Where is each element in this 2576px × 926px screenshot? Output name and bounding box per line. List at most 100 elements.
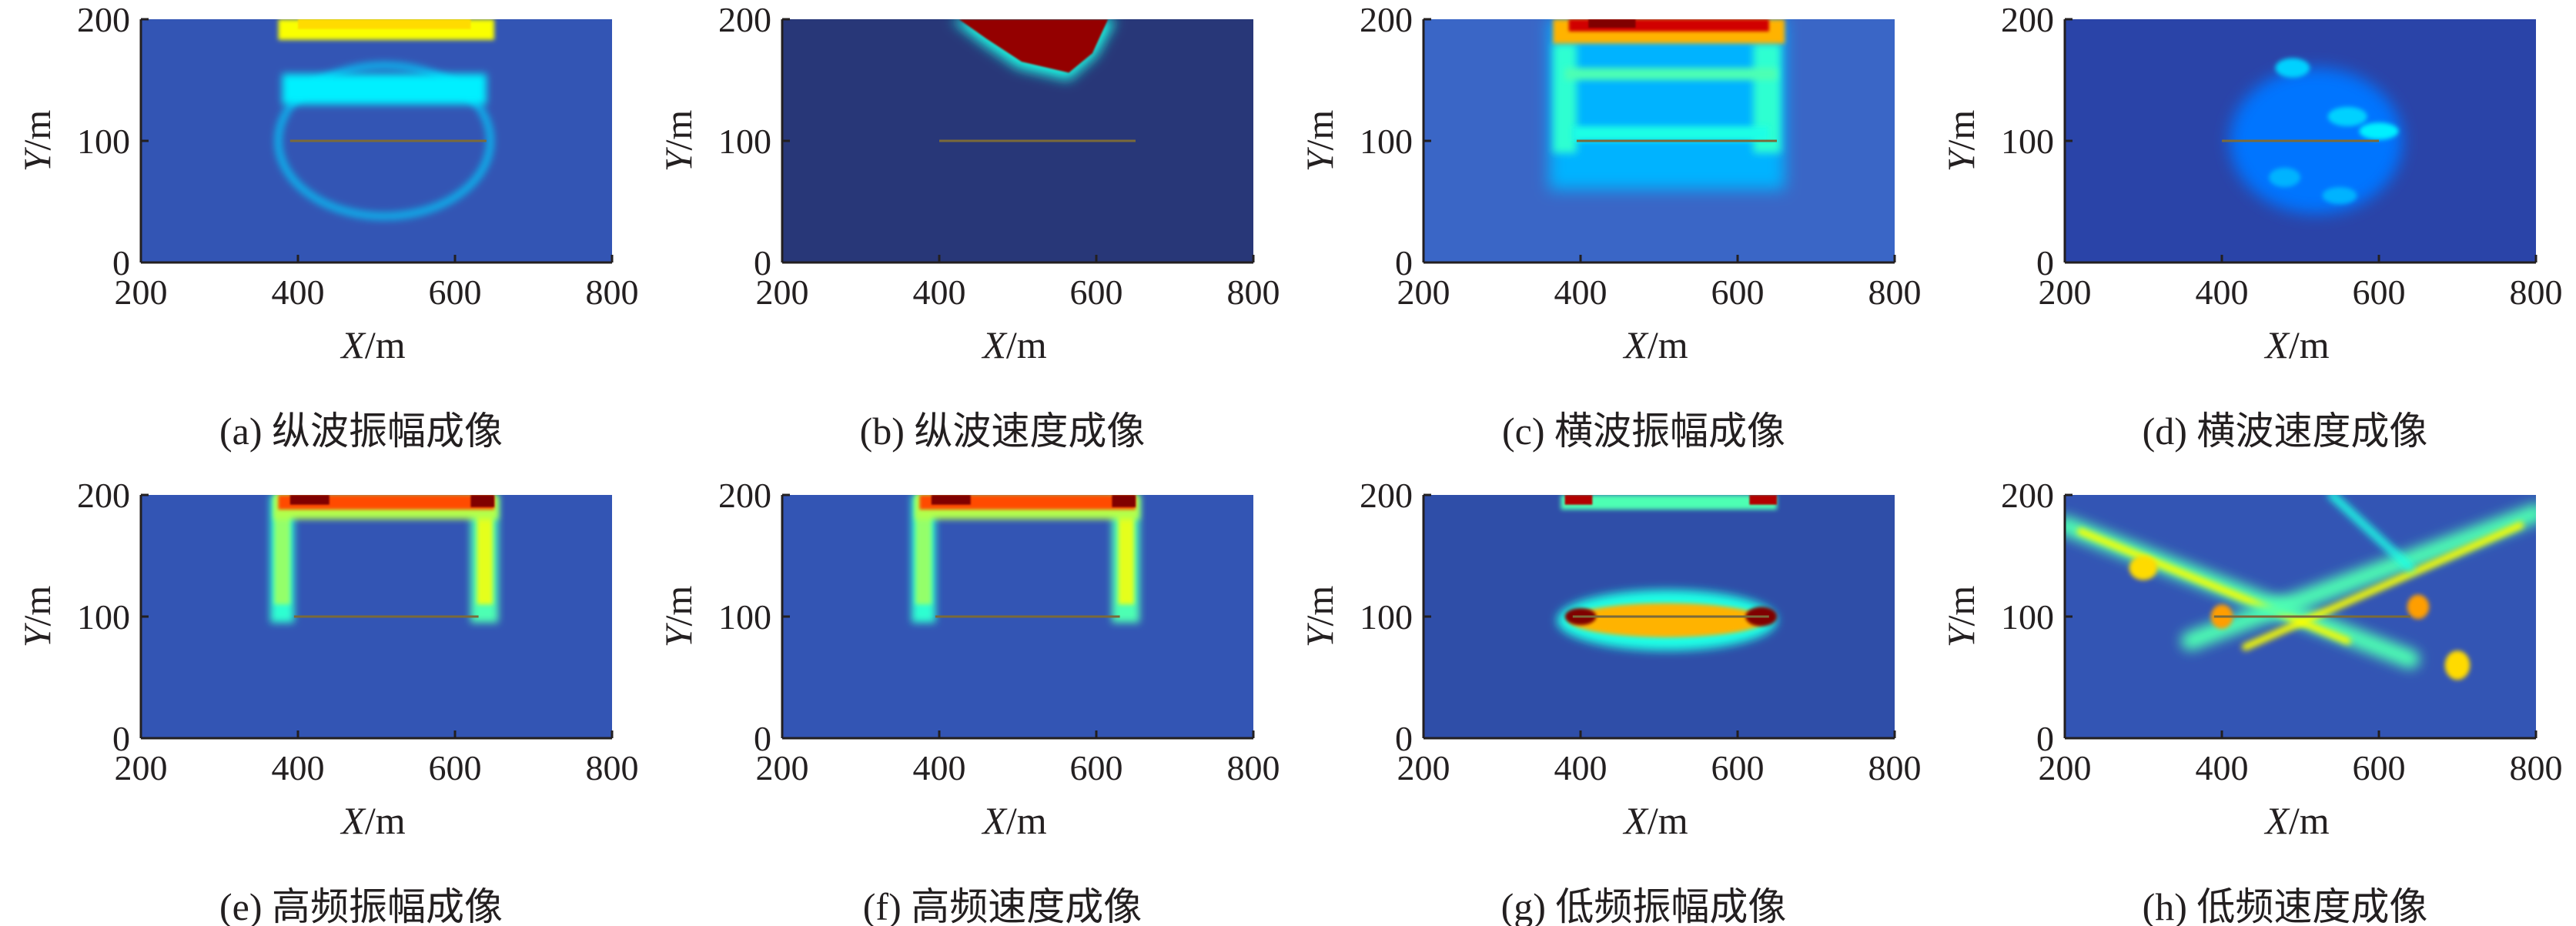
x-tick-label: 400 [1554,748,1607,787]
y-axis-label: Y/m [1939,110,1982,172]
heatmap-feature [1564,68,1777,80]
heatmap-area [1423,495,1895,738]
y-tick-label: 100 [1360,597,1413,637]
heatmap-feature [1549,19,1785,190]
heatmap-feature [2269,167,2301,188]
heatmap-area [782,19,1253,262]
heatmap-feature [298,19,471,29]
panel-c: 200 400 600 800 0 100 200 X/m Y/m (c) 横波振幅成像 [1298,0,1922,453]
panel-caption: (d) 横波速度成像 [2143,410,2428,453]
x-tick-label: 200 [1397,272,1450,312]
x-tick-label: 200 [2039,272,2092,312]
x-tick-label: 400 [272,748,325,787]
y-tick-label: 0 [112,719,130,758]
x-tick-label: 400 [272,272,325,312]
heatmap-feature [919,495,1136,510]
y-tick-label: 100 [2001,597,2054,637]
heatmap-area [782,495,1253,738]
panel-e: 200 400 600 800 0 100 200 X/m Y/m (e) 高频振幅成像 [15,476,639,926]
x-tick-label: 800 [586,748,639,787]
y-tick-label: 100 [77,597,130,637]
heatmap-feature [2129,556,2158,580]
heatmap-feature [2322,187,2357,205]
y-tick-label: 200 [1360,0,1413,39]
x-tick-label: 400 [913,272,966,312]
heatmap-feature [2327,106,2367,127]
panel-caption: (f) 高频速度成像 [863,885,1142,926]
heatmap-feature [2444,650,2471,680]
x-tick-label: 600 [1070,748,1123,787]
heatmap-feature [1564,495,1593,505]
y-tick-label: 200 [718,0,771,39]
y-tick-label: 200 [77,0,130,39]
panel-g: 200 400 600 800 0 100 200 X/m Y/m (g) 低频振幅成像 [1298,476,1922,926]
y-axis-label: Y/m [657,586,700,648]
x-axis-label: X/m [1622,799,1688,842]
panel-caption: (e) 高频振幅成像 [219,885,503,926]
panel-caption: (h) 低频速度成像 [2143,885,2428,926]
y-tick-label: 100 [718,122,771,161]
x-axis-label: X/m [2263,323,2329,366]
x-axis-label: X/m [340,799,405,842]
x-tick-label: 200 [115,748,168,787]
y-tick-label: 0 [2036,719,2054,758]
y-tick-label: 200 [2001,0,2054,39]
heatmap-feature [915,495,932,605]
x-tick-label: 400 [2196,748,2249,787]
x-tick-label: 600 [1070,272,1123,312]
heatmap-feature [2407,594,2430,620]
y-axis-label: Y/m [15,110,59,172]
panel-d: 200 400 600 800 0 100 200 X/m Y/m (d) 横波速度成像 [1939,0,2563,453]
heatmap-feature [289,495,330,505]
y-tick-label: 100 [1360,122,1413,161]
heatmap-feature [1588,19,1636,28]
x-axis-label: X/m [2263,799,2329,842]
x-tick-label: 600 [429,272,482,312]
x-tick-label: 800 [1868,748,1922,787]
panel-caption: (a) 纵波振幅成像 [219,410,503,453]
x-tick-label: 200 [756,272,809,312]
heatmap-feature [1118,506,1134,605]
x-tick-label: 400 [1554,272,1607,312]
y-tick-label: 100 [77,122,130,161]
heatmap-feature [282,74,487,105]
y-tick-label: 0 [2036,243,2054,282]
y-tick-label: 0 [754,719,771,758]
x-tick-label: 400 [913,748,966,787]
heatmap-area [141,495,612,738]
x-tick-label: 800 [1227,272,1280,312]
x-tick-label: 600 [2353,748,2406,787]
heatmap-feature [2359,122,2399,140]
heatmap-feature [470,495,494,507]
x-tick-label: 600 [1711,272,1765,312]
panel-caption: (b) 纵波速度成像 [860,410,1146,453]
x-axis-label: X/m [340,323,405,366]
heatmap-feature [275,62,493,219]
y-tick-label: 100 [2001,122,2054,161]
heatmap-feature [958,19,1109,73]
x-axis-label: X/m [1622,323,1688,366]
x-tick-label: 800 [1868,272,1922,312]
x-tick-label: 400 [2196,272,2249,312]
x-tick-label: 200 [115,272,168,312]
y-tick-label: 200 [2001,476,2054,515]
panel-caption: (g) 低频振幅成像 [1501,885,1787,926]
y-axis-label: Y/m [1298,586,1341,648]
y-tick-label: 0 [1395,243,1413,282]
heatmap-feature [1561,495,1777,510]
y-tick-label: 200 [1360,476,1413,515]
heatmap-feature [274,495,290,605]
y-tick-label: 200 [718,476,771,515]
heatmap-feature [2327,495,2414,572]
y-tick-label: 200 [77,476,130,515]
panel-caption: (c) 横波振幅成像 [1502,410,1785,453]
y-tick-label: 100 [718,597,771,637]
heatmap-feature [931,495,971,505]
heatmap-feature [278,495,494,510]
panel-h: 200 400 600 800 0 100 200 X/m Y/m (h) 低频速度成像 [1939,476,2563,926]
x-tick-label: 600 [429,748,482,787]
x-tick-label: 600 [1711,748,1765,787]
heatmap-feature [1112,495,1136,507]
heatmap-feature [1568,603,1765,637]
heatmap-feature [1749,495,1777,505]
